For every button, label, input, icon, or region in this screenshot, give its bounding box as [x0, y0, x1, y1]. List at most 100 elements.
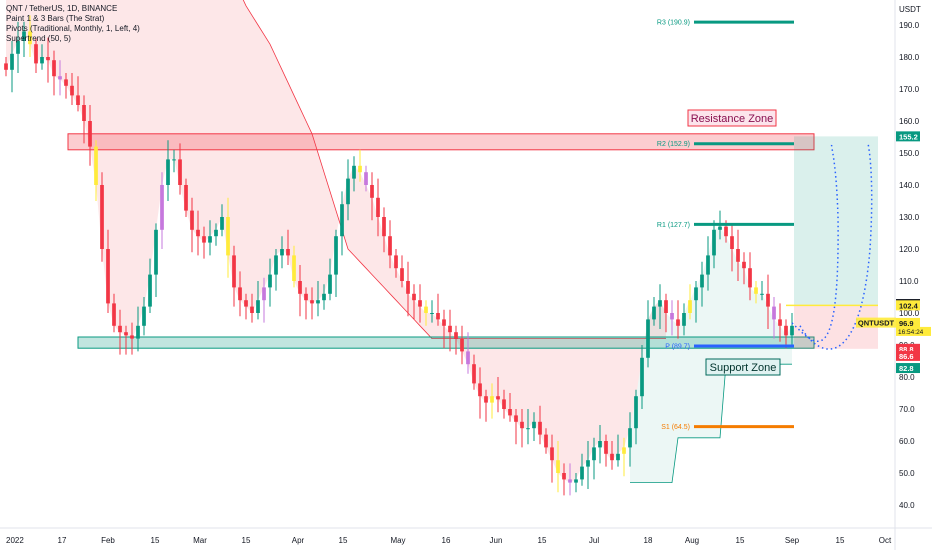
candle-body [274, 255, 278, 275]
candle-body [298, 281, 302, 294]
candle-body [586, 460, 590, 467]
candle-body [454, 332, 458, 339]
x-tick-label: Apr [292, 536, 305, 545]
x-tick-label: Jul [589, 536, 599, 545]
candle-body [622, 447, 626, 454]
candle-body [76, 95, 80, 105]
candle-body [574, 479, 578, 483]
x-tick-label: Feb [101, 536, 115, 545]
candle-body [682, 313, 686, 326]
candle-body [472, 364, 476, 384]
candle-body [226, 217, 230, 256]
projection: QNTUSDT [786, 136, 896, 350]
candle-body [46, 57, 50, 61]
candle-body [508, 409, 512, 416]
y-tick-label: 150.0 [899, 149, 920, 158]
pivot-label-r1: R1 (127.7) [657, 222, 690, 229]
x-axis[interactable]: 2022 17 Feb 15 Mar 15 Apr 15 May 16 Jun 15 Jul 18 Aug 1… [6, 536, 892, 545]
candle-body [370, 185, 374, 198]
candle-body [520, 421, 524, 429]
y-tick-label: 100.0 [899, 309, 920, 318]
candle-body [712, 229, 716, 256]
countdown-label: 16:54:24 [898, 329, 924, 336]
price-badge-label: 155.2 [899, 132, 918, 141]
y-tick-label: 70.0 [899, 405, 915, 414]
candle-body [736, 249, 740, 262]
candle-body [286, 249, 290, 256]
y-tick-label: 130.0 [899, 213, 920, 222]
candle-body [502, 399, 506, 409]
x-tick-label: 2022 [6, 536, 24, 545]
x-tick-label: 17 [58, 536, 67, 545]
legend-indicator-strat[interactable]: Paint 1 & 3 Bars (The Strat) [6, 14, 105, 23]
price-badge-label: 96.9 [899, 319, 914, 328]
y-tick-label: 40.0 [899, 501, 915, 510]
x-tick-label: May [390, 536, 405, 545]
symbol-tag-bg [856, 317, 896, 328]
price-badge [896, 343, 920, 354]
candle-body [346, 178, 350, 205]
candle-body [58, 76, 62, 80]
candle-body [256, 300, 260, 313]
price-badge-label: 82.8 [899, 364, 914, 373]
candle-body [334, 236, 338, 275]
y-tick-label: 170.0 [899, 85, 920, 94]
candle-body [208, 236, 212, 243]
candle-body [658, 300, 662, 307]
candle-body [460, 338, 464, 352]
candle-body [592, 447, 596, 461]
y-tick-label: 180.0 [899, 53, 920, 62]
candle-body [172, 159, 176, 161]
candle-body [406, 281, 410, 294]
candle-body [652, 306, 656, 320]
candle-body [280, 249, 284, 256]
candle-body [244, 300, 248, 307]
candle-body [34, 44, 38, 64]
candle-body [628, 428, 632, 448]
candle-body [718, 226, 722, 230]
candle-body [40, 57, 44, 64]
candle-body [568, 479, 572, 483]
x-tick-label: 16 [442, 536, 451, 545]
x-tick-label: Sep [785, 536, 800, 545]
candle-body [214, 229, 218, 237]
candle-body [442, 319, 446, 326]
legend-indicator-pivots[interactable]: Pivots (Traditional, Monthly, 1, Left, 4… [6, 24, 140, 33]
x-tick-label: 15 [242, 536, 251, 545]
candle-body [382, 217, 386, 237]
candle-body [64, 79, 68, 86]
candle-body [364, 172, 368, 185]
candles [4, 15, 794, 496]
candle-body [676, 319, 680, 326]
y-tick-label: 50.0 [899, 469, 915, 478]
y-tick-label: 140.0 [899, 181, 920, 190]
countdown-badge [896, 326, 931, 336]
candle-body [766, 293, 770, 307]
zones: Resistance Zone Support Zone [67, 109, 815, 376]
y-tick-label: 120.0 [899, 245, 920, 254]
price-badge [896, 300, 920, 311]
candle-body [526, 428, 530, 430]
x-tick-label: 15 [151, 536, 160, 545]
x-tick-label: 15 [339, 536, 348, 545]
candle-body [358, 165, 362, 173]
candle-body [790, 325, 794, 336]
candle-body [412, 293, 416, 301]
legend-indicator-supertrend[interactable]: Supertrend (50, 5) [6, 34, 71, 43]
x-tick-label: 15 [736, 536, 745, 545]
candle-body [778, 319, 782, 326]
support-zone-label-box [705, 358, 781, 376]
candle-body [202, 236, 206, 243]
pivot-label-r2: R2 (152.9) [657, 141, 690, 148]
candle-body [124, 332, 128, 336]
legend-symbol[interactable]: QNT / TetherUS, 1D, BINANCE [6, 4, 118, 13]
candle-body [550, 447, 554, 461]
pivot-label-s1: S1 (64.5) [661, 424, 690, 431]
pivot-lines: R3 (190.9) R2 (152.9) R1 (127.7) P (89.7) S1… [657, 20, 794, 431]
candle-body [418, 300, 422, 307]
y-tick-label: 190.0 [899, 21, 920, 30]
